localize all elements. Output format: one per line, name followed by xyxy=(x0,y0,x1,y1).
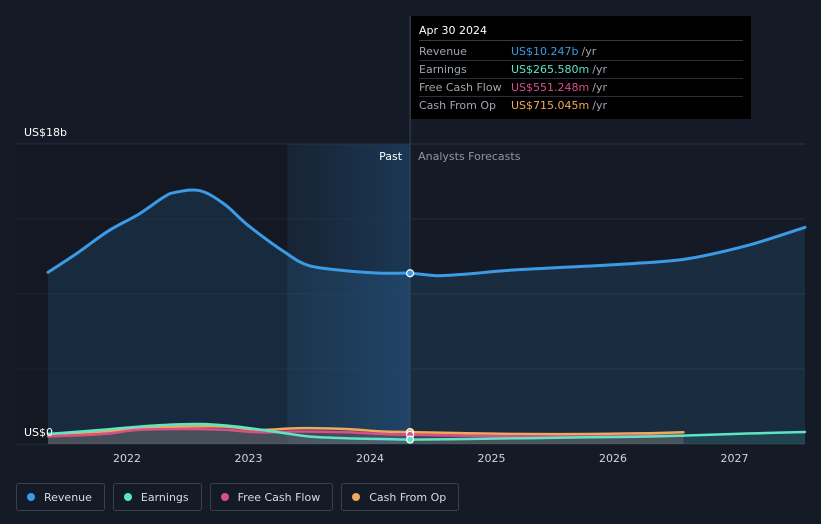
cash-from-op-area xyxy=(48,426,684,444)
revenue-area xyxy=(48,189,805,444)
tooltip-unit: /yr xyxy=(581,45,597,58)
legend-dot-icon xyxy=(220,493,229,501)
y-axis-bottom-label: US$0 xyxy=(24,426,53,439)
legend-label: Earnings xyxy=(140,490,189,504)
past-label: Past xyxy=(379,150,403,163)
free-cash-flow-area xyxy=(48,429,684,444)
tooltip-value: US$715.045m xyxy=(511,99,590,112)
tooltip: Apr 30 2024 Revenue US$10.247b/yr Earnings… xyxy=(411,16,751,119)
legend-item-revenue[interactable]: Revenue xyxy=(16,483,105,511)
revenue-line xyxy=(46,188,807,278)
x-tick-label: 2023 xyxy=(234,452,262,465)
tooltip-value: US$10.247b xyxy=(511,45,579,58)
tooltip-row: Free Cash Flow US$551.248m/yr xyxy=(419,79,743,97)
tooltip-label: Free Cash Flow xyxy=(419,81,502,94)
tooltip-row: Revenue US$10.247b/yr xyxy=(419,43,743,61)
x-tick-label: 2025 xyxy=(478,452,506,465)
earnings-marker xyxy=(405,435,415,444)
tooltip-unit: /yr xyxy=(592,81,607,94)
legend: Revenue Earnings Free Cash Flow Cash From O… xyxy=(16,483,460,511)
legend-label: Revenue xyxy=(44,490,92,504)
legend-label: Cash From Op xyxy=(369,490,447,504)
tooltip-value: US$551.248m xyxy=(511,81,590,94)
revenue-marker xyxy=(405,269,415,278)
x-tick-label: 2027 xyxy=(721,452,749,465)
tooltip-unit: /yr xyxy=(592,99,607,112)
tooltip-row: Earnings US$265.580m/yr xyxy=(419,61,743,79)
forecast-label: Analysts Forecasts xyxy=(418,150,521,163)
legend-label: Free Cash Flow xyxy=(237,490,321,504)
earnings-line xyxy=(46,422,807,441)
tooltip-date: Apr 30 2024 xyxy=(419,22,743,41)
legend-item-earnings[interactable]: Earnings xyxy=(112,483,202,511)
past-region xyxy=(16,144,288,444)
legend-dot-icon xyxy=(123,493,132,501)
tooltip-label: Revenue xyxy=(419,45,467,58)
tooltip-label: Earnings xyxy=(419,63,467,76)
tooltip-label: Cash From Op xyxy=(419,99,497,112)
x-tick-label: 2022 xyxy=(113,452,141,465)
legend-item-cash-from-op[interactable]: Cash From Op xyxy=(341,483,460,511)
x-tick-label: 2026 xyxy=(599,452,627,465)
legend-item-free-cash-flow[interactable]: Free Cash Flow xyxy=(209,483,334,511)
revenue-earnings-chart: US$18b US$0 Past Analysts Forecasts 2022 2023… xyxy=(16,16,807,465)
legend-dot-icon xyxy=(27,493,35,501)
earnings-area xyxy=(48,423,805,444)
legend-dot-icon xyxy=(352,493,361,501)
cash-from-op-line xyxy=(46,424,685,436)
y-axis-top-label: US$18b xyxy=(24,126,67,139)
tooltip-row: Cash From Op US$715.045m/yr xyxy=(419,97,743,114)
hover-band xyxy=(287,144,411,444)
tooltip-unit: /yr xyxy=(592,63,607,76)
tooltip-value: US$265.580m xyxy=(511,63,590,76)
x-tick-label: 2024 xyxy=(356,452,384,465)
